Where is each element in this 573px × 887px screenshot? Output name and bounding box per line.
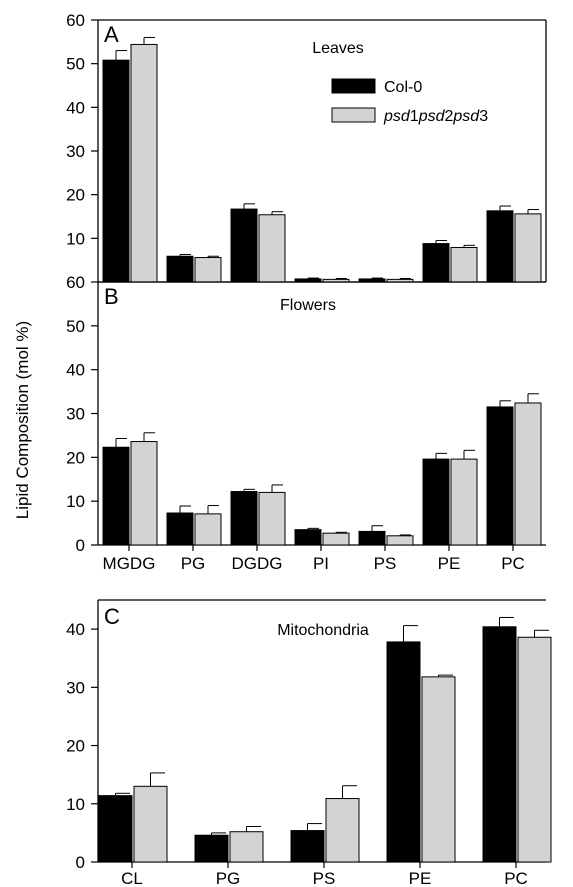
y-tick-label: 40	[66, 98, 85, 117]
y-tick-label: 20	[66, 448, 85, 467]
bar-psd-triple-mgdg	[130, 441, 158, 546]
bar-psd-triple-dgdg	[258, 491, 286, 546]
panel-letter: C	[104, 604, 120, 629]
y-tick-label: 20	[66, 737, 85, 756]
bar-psd-triple-pe	[450, 458, 478, 546]
panel-letter: A	[104, 22, 119, 47]
y-tick-label: 20	[66, 186, 85, 205]
x-tick-label: PC	[504, 869, 528, 887]
x-tick-label: PE	[409, 869, 432, 887]
x-tick-label: PI	[313, 554, 329, 573]
bar-col-0-pe	[386, 641, 421, 863]
y-tick-label: 10	[66, 795, 85, 814]
bar-psd-triple-ps	[386, 535, 414, 546]
bar-col-0-pc	[486, 210, 514, 283]
bar-col-0-pe	[422, 458, 450, 546]
x-tick-label: PS	[374, 554, 397, 573]
legend-swatch-col-0	[331, 78, 376, 94]
bar-col-0-dgdg	[230, 491, 258, 546]
x-tick-label: PC	[501, 554, 525, 573]
panel-c: 0 10 20 30 40 C Mitochondria CL PG PS PE PC	[66, 599, 552, 887]
y-tick-label: 30	[66, 405, 85, 424]
bar-col-0-pg	[194, 834, 229, 863]
bar-col-0-pc	[486, 406, 514, 546]
bar-psd-triple-pc	[514, 213, 542, 283]
bar-psd-triple-cl	[133, 785, 168, 863]
y-tick-label: 0	[76, 536, 85, 555]
bar-col-0-mgdg	[102, 59, 130, 283]
legend-swatch-psd-triple	[331, 107, 376, 123]
bar-col-0-dgdg	[230, 208, 258, 283]
legend-label-part: psd	[452, 108, 480, 125]
bar-col-0-ps	[358, 530, 386, 546]
x-tick-label: DGDG	[232, 554, 283, 573]
bar-col-0-pe	[422, 243, 450, 283]
y-tick-label: 60	[66, 273, 85, 292]
y-tick-label: 10	[66, 492, 85, 511]
bar-psd-triple-ps	[325, 798, 360, 863]
bar-col-0-cl	[98, 795, 133, 863]
panel-letter: B	[104, 284, 119, 309]
bar-psd-triple-pc	[514, 402, 542, 546]
legend-label-col-0: Col-0	[384, 79, 422, 96]
legend-label-part: 1	[410, 108, 419, 125]
legend-label-part: psd	[418, 108, 446, 125]
legend-label-part: psd	[383, 108, 411, 125]
y-tick-label: 0	[76, 853, 85, 872]
legend-label-part: 2	[445, 108, 454, 125]
bar-psd-triple-pg	[194, 257, 222, 283]
x-tick-label: PG	[181, 554, 206, 573]
bar-psd-triple-pg	[194, 513, 222, 546]
x-tick-label: PG	[216, 869, 241, 887]
bar-psd-triple-pc	[517, 636, 552, 863]
bar-col-0-mgdg	[102, 446, 130, 546]
legend: Col-0 psd1psd2psd3	[331, 78, 488, 125]
bar-psd-triple-pg	[229, 831, 264, 863]
y-tick-label: 50	[66, 55, 85, 74]
x-tick-label: MGDG	[103, 554, 156, 573]
bar-col-0-ps	[290, 830, 325, 863]
y-tick-label: 40	[66, 620, 85, 639]
y-tick-label: 10	[66, 229, 85, 248]
bar-col-0-pg	[166, 255, 194, 283]
y-tick-label: 30	[66, 678, 85, 697]
panel-title: Leaves	[312, 40, 364, 57]
x-tick-label: CL	[121, 869, 143, 887]
legend-label-part: 3	[479, 108, 488, 125]
y-tick-label: 60	[66, 11, 85, 30]
legend-label-psd-triple: psd1psd2psd3	[383, 108, 488, 125]
y-tick-label: 40	[66, 361, 85, 380]
bar-psd-triple-pi	[322, 532, 350, 546]
x-tick-label: PE	[438, 554, 461, 573]
y-axis-label: Lipid Composition (mol %)	[13, 321, 32, 519]
bar-col-0-pi	[294, 529, 322, 546]
y-tick-label: 30	[66, 142, 85, 161]
y-tick-label: 50	[66, 317, 85, 336]
panel-title: Flowers	[280, 297, 336, 314]
bar-psd-triple-pe	[450, 247, 478, 283]
bar-psd-triple-pe	[421, 676, 456, 863]
panel-a: 10 20 30 40 50 60 A Leaves	[66, 11, 547, 283]
bar-psd-triple-mgdg	[130, 43, 158, 283]
bar-col-0-pc	[482, 626, 517, 863]
bar-psd-triple-dgdg	[258, 214, 286, 283]
x-tick-label: PS	[313, 869, 336, 887]
panel-title: Mitochondria	[277, 622, 369, 639]
bar-col-0-pg	[166, 512, 194, 546]
panel-b: 0 10 20 30 40 50 60 B Flowers MGDG PG DGDG PI PS PE PC	[66, 273, 546, 573]
